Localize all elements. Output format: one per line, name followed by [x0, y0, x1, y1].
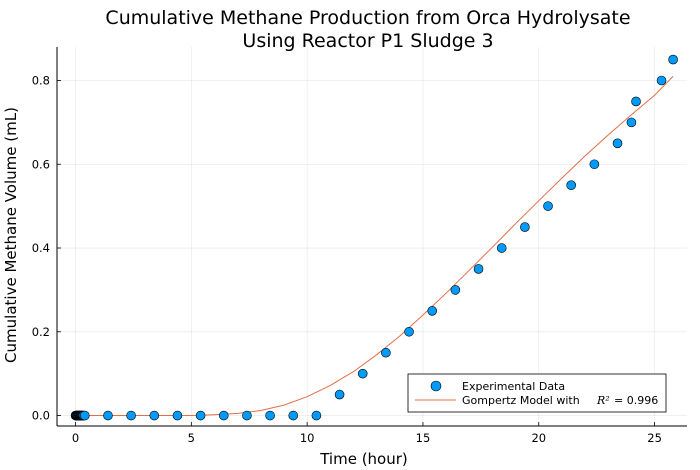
data-point [473, 264, 484, 274]
y-tick-label: 0.8 [32, 74, 50, 88]
y-tick-label: 0.2 [32, 325, 50, 339]
data-point [357, 368, 368, 379]
legend-r2-value: = 0.996 [614, 394, 658, 407]
data-point [195, 410, 206, 421]
data-point [149, 410, 160, 421]
legend-label-gompertz: Gompertz Model with [462, 394, 580, 407]
y-axis-label: Cumulative Methane Volume (mL) [2, 107, 20, 363]
data-point [311, 410, 322, 421]
y-tick-label: 0.4 [32, 241, 50, 255]
chart-title-line-2: Using Reactor P1 Sludge 3 [242, 30, 493, 52]
legend: Experimental Data Gompertz Model with R²… [407, 373, 667, 413]
data-point [612, 138, 623, 149]
data-point [334, 389, 345, 400]
data-point [381, 347, 391, 358]
data-point [631, 96, 641, 107]
chart-title-line-1: Cumulative Methane Production from Orca … [105, 7, 630, 29]
x-tick-label: 15 [416, 431, 431, 445]
legend-label-experimental: Experimental Data [462, 380, 565, 393]
x-axis-label: Time (hour) [319, 450, 408, 468]
data-point [265, 410, 275, 421]
data-point [450, 285, 461, 295]
x-tick-label: 10 [300, 431, 315, 445]
legend-marker-experimental [430, 380, 442, 392]
data-point [288, 410, 299, 421]
data-point [404, 326, 414, 337]
data-point [79, 410, 90, 421]
data-point [566, 180, 576, 190]
gompertz-curve [75, 75, 674, 416]
data-point [656, 75, 667, 86]
data-point [543, 201, 553, 211]
legend-r2-label: R² [596, 394, 610, 407]
experimental-data-points [70, 54, 678, 421]
data-point [427, 306, 438, 316]
data-point [589, 159, 600, 170]
data-point [172, 410, 183, 421]
y-tick-label: 0.0 [32, 409, 50, 423]
grid-lines [57, 47, 687, 426]
data-point [218, 410, 229, 421]
tick-labels: 0 5 10 15 20 25 0.0 0.2 0.4 0.6 0.8 [32, 74, 662, 445]
data-point [668, 54, 678, 65]
data-point [626, 117, 637, 128]
x-tick-label: 5 [188, 431, 195, 445]
data-point [496, 243, 507, 253]
data-point [103, 410, 113, 421]
x-tick-label: 25 [647, 431, 662, 445]
gompertz-model-line [75, 75, 674, 416]
x-tick-label: 0 [72, 431, 79, 445]
data-point [242, 410, 252, 421]
x-tick-label: 20 [531, 431, 546, 445]
legend-box [407, 373, 667, 413]
axes [56, 47, 687, 427]
y-tick-label: 0.6 [32, 157, 50, 171]
data-point [520, 222, 530, 232]
data-point [126, 410, 136, 421]
